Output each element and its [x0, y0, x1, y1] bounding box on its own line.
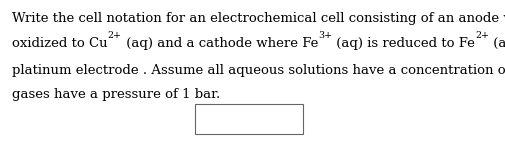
Text: (aq) and a cathode where Fe: (aq) and a cathode where Fe [122, 37, 318, 50]
Text: 2+: 2+ [475, 32, 489, 40]
Text: 2+: 2+ [108, 32, 122, 40]
Text: platinum electrode . Assume all aqueous solutions have a concentration of 1 mol/: platinum electrode . Assume all aqueous … [12, 64, 505, 77]
Text: (aq) at a: (aq) at a [489, 37, 505, 50]
Text: 3+: 3+ [318, 32, 332, 40]
Text: gases have a pressure of 1 bar.: gases have a pressure of 1 bar. [12, 88, 220, 101]
Text: (aq) is reduced to Fe: (aq) is reduced to Fe [332, 37, 475, 50]
Text: Write the cell notation for an electrochemical cell consisting of an anode where: Write the cell notation for an electroch… [12, 12, 505, 25]
Text: oxidized to Cu: oxidized to Cu [12, 37, 108, 50]
